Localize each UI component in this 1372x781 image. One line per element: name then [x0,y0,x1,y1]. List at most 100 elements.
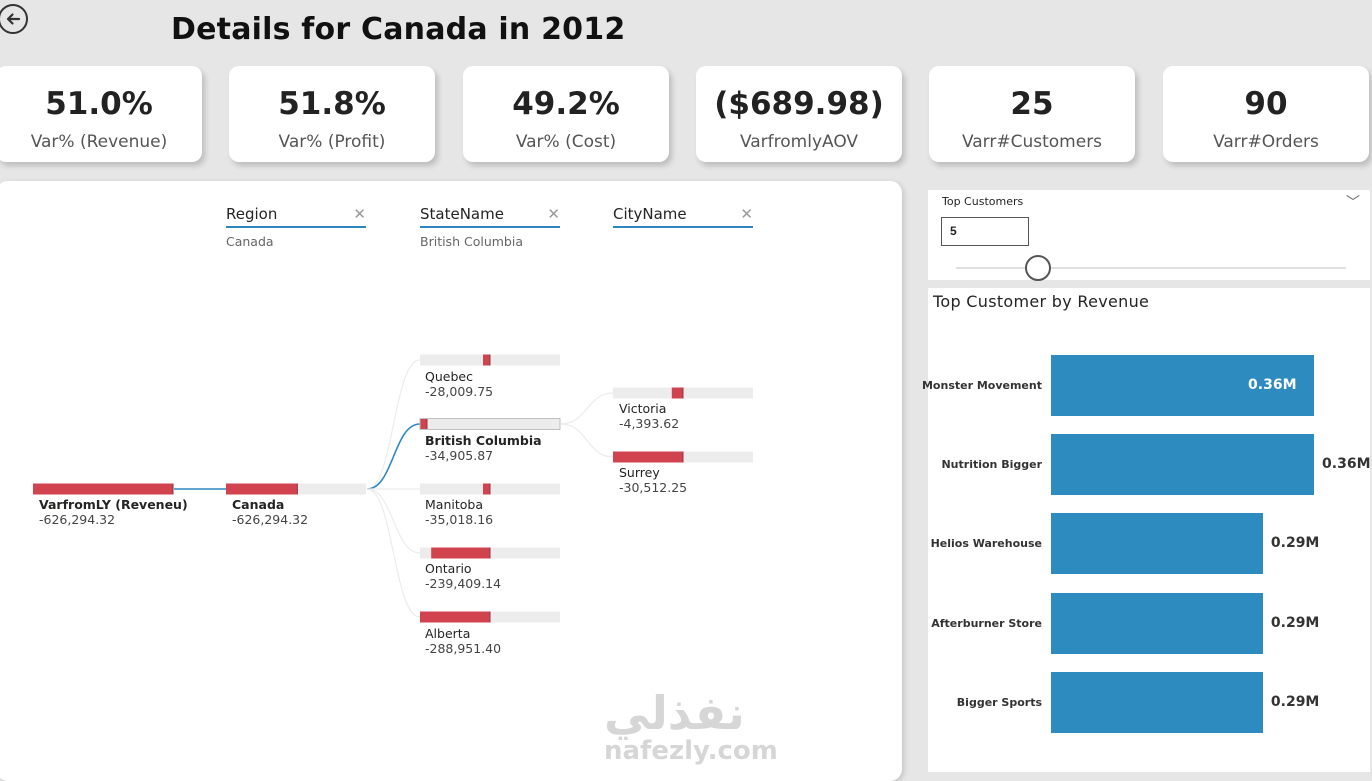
level-header-region[interactable]: Region ✕ Canada [226,205,366,249]
top-n-input[interactable]: 5 [941,217,1029,246]
bar[interactable] [1051,355,1315,416]
node-name: Victoria [619,401,667,416]
node-value: -34,905.87 [425,448,494,463]
bar-category-label: Helios Warehouse [930,537,1042,550]
canada-node-bar [226,483,298,495]
kpi-value: ($689.98) [714,86,884,122]
kpi-value: 51.0% [45,86,153,122]
arrow-left-icon [6,13,21,25]
node-value: -626,294.32 [39,512,116,527]
state-node-2-bar [483,483,490,495]
bar-data-label: 0.29M [1270,535,1320,551]
root-node-bar [33,483,173,495]
tree-link [366,359,421,490]
node-value: -626,294.32 [232,512,309,527]
node-name: Ontario [425,561,472,576]
bar-data-label: 0.36M [1322,456,1371,472]
level-header-cityname[interactable]: CityName ✕ [613,205,753,234]
tree-link [560,423,614,458]
kpi-value: 90 [1244,86,1288,122]
bar-category-label: Nutrition Bigger [941,458,1042,471]
bar-category-label: Monster Movement [921,379,1042,392]
page-title: Details for Canada in 2012 [171,12,626,47]
tree-node-alberta[interactable]: Alberta -288,951.40 [425,626,501,656]
kpi-label: Var% (Revenue) [30,132,168,152]
back-button[interactable] [0,4,28,34]
node-value: -28,009.75 [425,384,494,399]
state-node-1-track [420,418,560,430]
level-selection: British Columbia [420,234,523,249]
close-icon[interactable]: ✕ [740,206,753,223]
kpi-card-revenue-var: 51.0% Var% (Revenue) [0,66,202,162]
kpi-label: VarfromlyAOV [739,132,859,152]
tree-node-ontario[interactable]: Ontario -239,409.14 [425,561,501,591]
node-name: Canada [232,497,285,512]
kpi-value: 49.2% [512,86,620,122]
slicer-title: Top Customers [942,195,1024,208]
kpi-label: Var% (Profit) [278,132,386,152]
tree-node-victoria[interactable]: Victoria -4,393.62 [619,401,679,431]
state-node-3-bar [431,547,490,559]
bar[interactable] [1051,672,1263,733]
node-name: Quebec [425,369,473,384]
node-name: VarfromLY (Reveneu) [39,497,188,512]
tree-node-manitoba[interactable]: Manitoba -35,018.16 [425,497,493,527]
bar-category-label: Afterburner Store [931,617,1042,630]
slider-thumb[interactable] [1025,255,1051,281]
top-customers-slicer: Top Customers ﹀ 5 [928,190,1370,281]
tree-link [366,423,421,490]
state-node-4-bar [420,611,490,623]
level-name: CityName [613,205,753,228]
tree-link [366,488,421,554]
slider-track[interactable] [956,267,1346,269]
city-node-0-bar [671,387,683,399]
tree-node-british-columbia[interactable]: British Columbia -34,905.87 [425,433,542,463]
kpi-label: Varr#Orders [1213,132,1319,152]
level-header-statename[interactable]: StateName ✕ British Columbia [420,205,560,249]
tree-node-quebec[interactable]: Quebec -28,009.75 [425,369,493,399]
bar[interactable] [1051,593,1263,654]
kpi-value: 25 [1010,86,1054,122]
node-value: -35,018.16 [425,512,494,527]
kpi-card-aov-var: ($689.98) VarfromlyAOV [696,66,902,162]
bar-data-label: 0.36M [1248,377,1297,393]
city-node-1-bar [613,451,683,463]
decomposition-tree-panel [0,181,902,781]
level-name: StateName [420,205,560,228]
kpi-value: 51.8% [278,86,386,122]
close-icon[interactable]: ✕ [353,206,366,223]
kpi-card-customers-var: 25 Varr#Customers [929,66,1135,162]
bar-data-label: 0.29M [1270,694,1320,710]
decomposition-tree [33,354,753,623]
top-customer-bar-chart: Top Customer by Revenue Monster Movement… [922,288,1371,772]
node-value: -4,393.62 [619,416,680,431]
bar-data-label: 0.29M [1270,615,1320,631]
tree-link [366,488,421,618]
kpi-card-cost-var: 49.2% Var% (Cost) [463,66,669,162]
chevron-down-icon[interactable]: ﹀ [1346,194,1360,210]
node-name: Surrey [619,465,660,480]
state-node-0-bar [483,354,490,366]
kpi-label: Var% (Cost) [515,132,617,152]
node-name: Manitoba [425,497,483,512]
node-name: British Columbia [425,433,542,448]
tree-node-root[interactable]: VarfromLY (Reveneu) -626,294.32 [39,497,188,527]
kpi-label: Varr#Customers [961,132,1103,152]
close-icon[interactable]: ✕ [547,206,560,223]
kpi-card-orders-var: 90 Varr#Orders [1163,66,1369,162]
chart-title: Top Customer by Revenue [933,292,1150,311]
state-node-1-bar [420,418,427,430]
kpi-card-profit-var: 51.8% Var% (Profit) [229,66,435,162]
bar[interactable] [1051,434,1315,495]
node-value: -30,512.25 [619,480,688,495]
bar[interactable] [1051,513,1263,574]
node-value: -239,409.14 [425,576,502,591]
node-name: Alberta [425,626,471,641]
level-selection: Canada [226,234,274,249]
tree-node-surrey[interactable]: Surrey -30,512.25 [619,465,687,495]
node-value: -288,951.40 [425,641,502,656]
tree-node-canada[interactable]: Canada -626,294.32 [232,497,308,527]
tree-link [560,392,614,425]
selected-node-outline [419,418,561,430]
level-name: Region [226,205,366,228]
